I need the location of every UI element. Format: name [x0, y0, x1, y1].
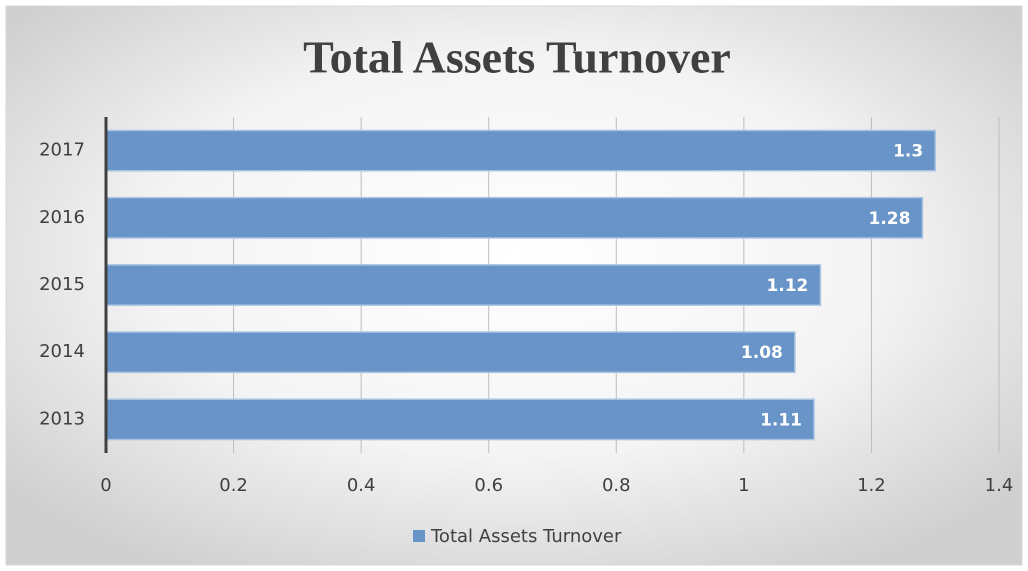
data-label: 1.11: [760, 410, 802, 430]
y-tick-label: 2015: [39, 274, 85, 295]
bar: [105, 129, 936, 172]
x-tick-label: 0.2: [219, 475, 248, 496]
bar: [105, 196, 924, 239]
x-tick-label: 0.8: [602, 475, 631, 496]
bar: [105, 398, 815, 441]
x-tick-label: 1.4: [985, 475, 1014, 496]
x-tick-label: 0: [100, 475, 111, 496]
x-tick-label: 0.4: [347, 475, 376, 496]
legend-label: Total Assets Turnover: [430, 526, 622, 547]
y-tick-label: 2016: [39, 207, 85, 228]
y-tick-label: 2014: [39, 341, 85, 362]
x-tick-label: 0.6: [474, 475, 503, 496]
y-tick-label: 2013: [39, 408, 85, 429]
data-label: 1.08: [741, 343, 783, 363]
bar: [105, 264, 822, 306]
data-label: 1.12: [766, 276, 808, 296]
x-tick-label: 1: [738, 475, 749, 496]
y-tick-label: 2017: [39, 140, 85, 161]
data-label: 1.3: [893, 142, 923, 162]
chart-title: Total Assets Turnover: [303, 32, 731, 83]
legend-swatch: [413, 530, 425, 542]
data-label: 1.28: [869, 209, 911, 229]
x-tick-label: 1.2: [857, 475, 886, 496]
bar: [105, 331, 796, 374]
